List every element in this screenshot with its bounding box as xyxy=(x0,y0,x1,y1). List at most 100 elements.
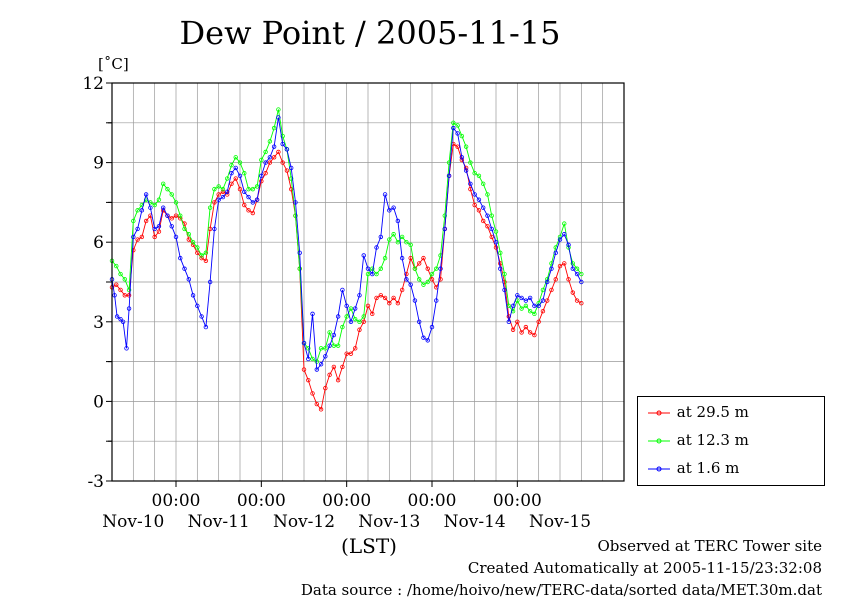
data-point xyxy=(519,295,524,301)
data-point xyxy=(263,171,268,176)
data-point xyxy=(212,226,217,232)
data-point xyxy=(190,293,196,298)
data-point xyxy=(574,266,580,271)
data-point xyxy=(310,311,315,317)
data-point xyxy=(173,234,179,240)
data-point xyxy=(216,197,221,202)
data-point xyxy=(169,224,174,229)
data-point xyxy=(382,255,388,261)
data-point xyxy=(120,319,126,324)
data-point xyxy=(327,330,332,335)
data-point xyxy=(318,407,324,412)
data-point xyxy=(280,160,285,165)
data-point xyxy=(523,303,529,309)
legend-swatch-blue xyxy=(648,466,670,472)
legend-label: at 29.5 m xyxy=(676,403,749,421)
data-point xyxy=(357,319,362,324)
data-point xyxy=(271,125,277,131)
data-point xyxy=(271,155,277,160)
x-tick-time-label: 00:00 xyxy=(152,491,201,511)
data-point xyxy=(233,165,238,171)
data-point xyxy=(472,192,477,197)
data-point xyxy=(408,255,413,261)
data-point xyxy=(246,194,251,200)
x-tick-day-label: Nov-13 xyxy=(358,512,420,532)
data-point xyxy=(195,250,200,256)
data-point xyxy=(562,221,567,226)
data-point xyxy=(237,160,243,165)
data-point xyxy=(472,171,477,176)
data-point xyxy=(122,293,127,298)
data-point xyxy=(387,237,392,242)
data-point xyxy=(199,314,204,319)
data-point xyxy=(348,319,354,324)
legend-item-29-5m: at 29.5 m xyxy=(646,401,749,423)
data-point xyxy=(434,298,439,303)
data-point xyxy=(391,232,396,237)
data-point xyxy=(532,332,537,338)
data-point xyxy=(459,133,465,139)
data-point xyxy=(318,362,324,367)
data-point xyxy=(451,125,456,131)
data-point xyxy=(212,186,217,192)
data-point xyxy=(489,226,494,232)
data-point xyxy=(404,239,409,245)
data-point xyxy=(378,234,383,240)
data-point xyxy=(527,330,533,335)
data-point xyxy=(335,343,341,348)
data-point xyxy=(579,301,584,306)
data-point xyxy=(557,263,563,269)
data-point xyxy=(455,144,460,149)
x-tick-day-label: Nov-14 xyxy=(444,512,506,532)
data-point xyxy=(203,250,209,256)
data-point xyxy=(259,173,264,179)
data-point xyxy=(421,282,426,287)
y-tick-label: 6 xyxy=(93,233,104,253)
data-point xyxy=(293,200,298,205)
x-tick-day-label: Nov-15 xyxy=(529,512,591,532)
data-point xyxy=(306,346,311,351)
data-point xyxy=(485,224,490,229)
data-point xyxy=(263,160,268,165)
chart-title: Dew Point / 2005-11-15 xyxy=(179,14,561,52)
legend-label: at 1.6 m xyxy=(676,459,740,477)
data-point xyxy=(135,208,140,213)
data-point xyxy=(143,192,149,197)
data-point xyxy=(220,186,226,192)
x-axis-label: (LST) xyxy=(341,534,397,558)
plot-frame xyxy=(111,82,625,482)
data-point xyxy=(519,306,524,311)
data-point xyxy=(173,200,179,205)
data-point xyxy=(545,279,550,285)
data-point xyxy=(370,266,375,271)
data-point xyxy=(498,266,503,271)
data-point xyxy=(370,311,375,317)
data-point xyxy=(361,314,366,319)
data-point xyxy=(212,200,217,205)
data-point xyxy=(118,271,123,277)
data-point xyxy=(152,202,157,208)
data-point xyxy=(549,266,554,271)
data-point xyxy=(387,301,392,306)
data-point xyxy=(148,205,153,210)
data-point xyxy=(323,346,328,351)
x-tick-time-label: 00:00 xyxy=(408,491,457,511)
data-point xyxy=(259,178,264,184)
y-tick-label: 9 xyxy=(93,154,104,174)
data-point xyxy=(399,234,405,240)
legend-item-12-3m: at 12.3 m xyxy=(646,429,749,451)
data-point xyxy=(395,301,401,306)
data-point xyxy=(348,306,354,311)
data-point xyxy=(280,133,285,139)
data-point xyxy=(229,163,234,168)
footer-line-observed: Observed at TERC Tower site xyxy=(597,537,822,555)
data-point xyxy=(515,319,520,324)
data-point xyxy=(118,316,123,322)
data-point xyxy=(340,287,345,293)
data-point xyxy=(276,115,281,120)
data-point xyxy=(340,324,345,330)
data-point xyxy=(156,229,162,234)
data-point xyxy=(318,346,324,351)
data-point xyxy=(429,277,435,282)
data-point xyxy=(182,226,187,232)
